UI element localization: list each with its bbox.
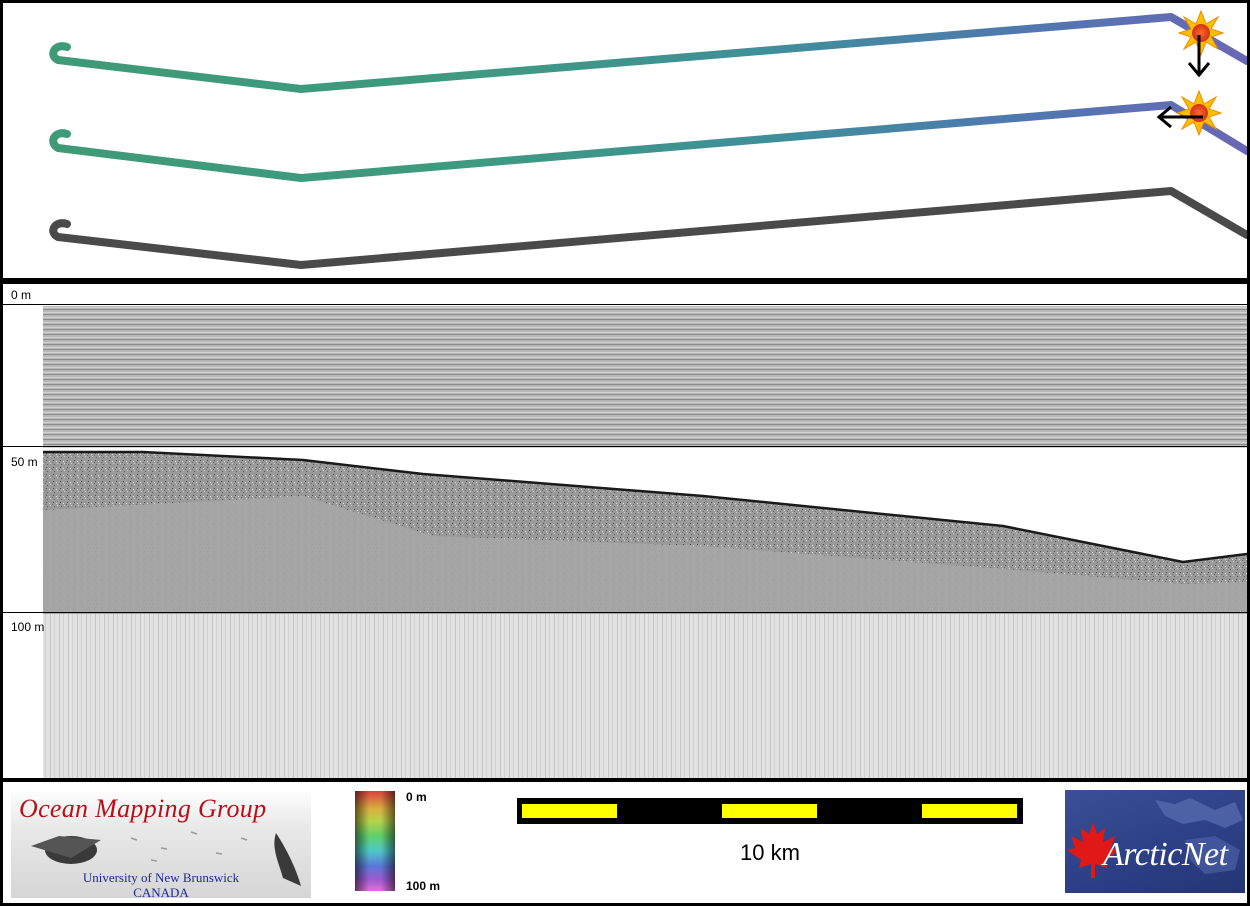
colorbar-bottom-label: 100 m (406, 879, 441, 893)
seismic-profile-panel: 0 m 50 m 100 m (3, 284, 1247, 778)
scale-bar (517, 796, 1023, 826)
left-arrow-icon (1156, 105, 1203, 129)
scale-bar-label: 10 km (740, 840, 800, 865)
track-view-svg (49, 9, 1247, 269)
down-arrow-icon (1187, 35, 1211, 78)
arcticnet-logo-art (1067, 798, 1243, 878)
colorbar-top-label: 0 m (406, 790, 427, 804)
omg-country: CANADA (133, 885, 189, 900)
omg-title: Ocean Mapping Group (19, 794, 267, 823)
scale-segment-2 (722, 804, 817, 818)
scale-segment-1 (522, 804, 617, 818)
scale-bar-svg (517, 798, 1023, 824)
depth-label-0m: 0 m (11, 288, 32, 302)
track-view-panel (3, 3, 1247, 278)
profile-left-margin (3, 306, 43, 778)
track-line-3 (49, 187, 1247, 269)
scale-segment-3 (922, 804, 1017, 818)
depth-colorbar (355, 791, 395, 891)
omg-university: University of New Brunswick (82, 870, 240, 885)
burst-marker-2 (1175, 89, 1223, 137)
arcticnet-logo: ArcticNet (1065, 790, 1245, 893)
arcticnet-text: ArcticNet (1103, 836, 1228, 873)
deep-substrate (43, 614, 1247, 778)
profile-svg (3, 306, 1247, 778)
depth-line-100 (3, 612, 1247, 613)
depth-label-100m: 100 m (11, 620, 45, 634)
burst-marker-1 (1177, 9, 1225, 57)
ocean-mapping-group-logo: Ocean Mapping Group University of New Br… (11, 788, 311, 900)
omg-logo-art (31, 831, 301, 886)
track-line-1 (49, 13, 1247, 93)
maple-leaf-icon (1067, 822, 1119, 878)
water-column (43, 306, 1247, 448)
depth-label-50m: 50 m (11, 455, 38, 469)
seabed-reflector (43, 450, 1247, 564)
depth-line-0 (3, 304, 1247, 305)
legend-panel: Ocean Mapping Group University of New Br… (3, 782, 1247, 903)
track-line-2 (49, 101, 1247, 182)
depth-line-50 (3, 446, 1247, 447)
